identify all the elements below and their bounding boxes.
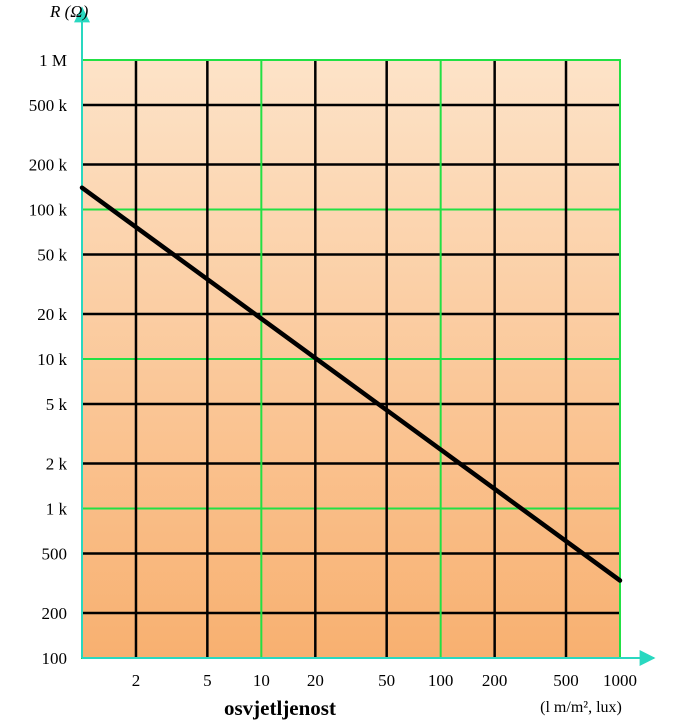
y-tick-label: 2 k [46,454,68,473]
x-tick-label: 2 [132,671,141,690]
x-tick-labels: 2 5 10 20 50 100 200 500 1000 [132,671,637,690]
series-layer [79,185,623,583]
y-tick-labels: 100 200 500 1 k 2 k 5 k 10 k 20 k 50 k 100 k 200 k… [29,51,68,668]
x-tick-label: 5 [203,671,212,690]
y-tick-label: 100 k [29,201,68,220]
y-tick-label: 50 k [37,246,67,265]
x-tick-label: 200 [482,671,508,690]
y-tick-label: 500 [42,545,68,564]
x-axis-label: osvjetljenost [224,696,336,720]
y-tick-label: 20 k [37,305,67,324]
x-axis-unit: (l m/m², lux) [540,699,622,716]
y-tick-label: 100 [42,649,68,668]
series-line [79,185,623,583]
x-tick-label: 1000 [603,671,637,690]
x-tick-label: 500 [553,671,579,690]
y-axis-label: R (Ω) [49,2,89,21]
y-tick-label: 500 k [29,96,68,115]
x-tick-label: 100 [428,671,454,690]
axes [74,6,656,666]
y-tick-label: 200 [42,604,68,623]
y-tick-label: 5 k [46,395,68,414]
y-tick-label: 10 k [37,350,67,369]
y-tick-label: 200 k [29,155,68,174]
y-tick-label: 1 M [39,51,67,70]
x-tick-label: 10 [253,671,270,690]
x-tick-label: 50 [378,671,395,690]
x-tick-label: 20 [307,671,324,690]
y-tick-label: 1 k [46,500,68,519]
